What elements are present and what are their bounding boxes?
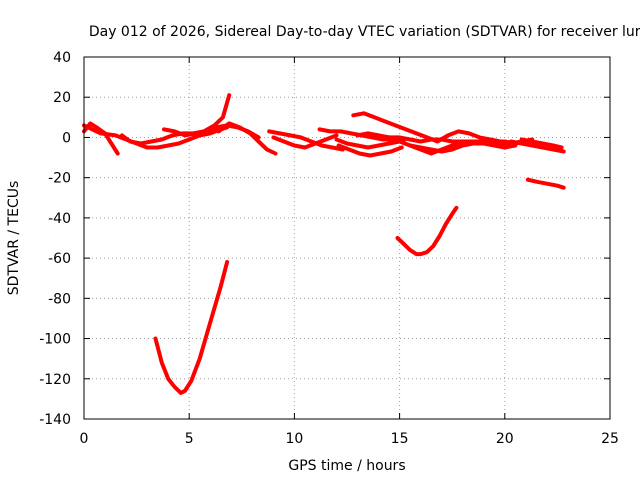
x-tick-label: 15	[391, 431, 409, 447]
series-arc-1	[82, 121, 120, 156]
series-arc-19	[395, 205, 459, 257]
y-tick-label: 40	[53, 50, 71, 66]
series-arc-7	[271, 133, 339, 150]
series-arc-17	[525, 177, 566, 190]
x-tick-label: 20	[496, 431, 514, 447]
series-arc-5	[216, 121, 278, 156]
x-tick-label: 25	[601, 431, 619, 447]
y-axis-label: SDTVAR / TECUs	[6, 181, 22, 296]
y-tick-label: -100	[39, 332, 71, 348]
y-tick-label: -80	[48, 291, 71, 307]
series-arc-9	[334, 137, 402, 150]
series-arc-3	[119, 93, 232, 146]
y-tick-label: 0	[62, 130, 71, 146]
chart-title: Day 012 of 2026, Sidereal Day-to-day VTE…	[89, 24, 640, 40]
tick-labels: 0 5 10 15 20 25 -140 -120 -100 -80 -60 -40 -20 0 20 40	[39, 50, 619, 447]
series-group	[82, 93, 566, 395]
series-arc-12	[355, 131, 539, 146]
plot-frame	[83, 56, 611, 420]
series-arc-14	[408, 139, 528, 156]
y-tick-label: -20	[48, 171, 71, 187]
series-arc-10	[336, 143, 404, 158]
y-tick-label: -40	[48, 211, 71, 227]
series-arc-6	[267, 129, 345, 152]
x-axis-label: GPS time / hours	[288, 458, 405, 474]
x-tick-label: 5	[185, 431, 194, 447]
series-arc-2	[82, 123, 230, 150]
y-tick-label: -60	[48, 251, 71, 267]
y-tick-label: -140	[39, 412, 71, 428]
series-arc-18	[153, 260, 230, 395]
y-tick-label: 20	[53, 90, 71, 106]
series-arc-15	[509, 139, 566, 154]
series-arc-16	[519, 137, 564, 150]
x-tick-label: 10	[285, 431, 303, 447]
y-tick-label: -120	[39, 372, 71, 388]
x-tick-label: 0	[80, 431, 89, 447]
